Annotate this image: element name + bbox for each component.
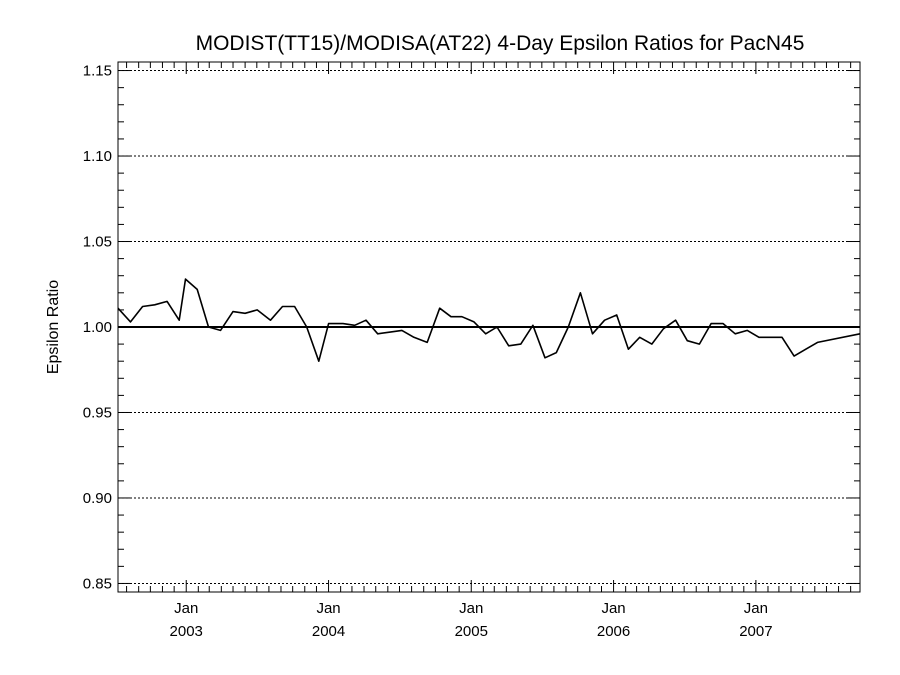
y-tick-label: 1.00 (83, 319, 112, 336)
x-tick-month-label: Jan (744, 600, 768, 617)
series-line (117, 278, 861, 363)
x-tick-year-label: 2003 (170, 623, 203, 640)
plot-frame (117, 61, 861, 593)
y-tick-label: 0.90 (83, 490, 112, 507)
x-tick-year-label: 2005 (455, 623, 488, 640)
x-tick-month-label: Jan (459, 600, 483, 617)
x-tick-year-label: 2007 (739, 623, 772, 640)
x-tick-year-label: 2004 (312, 623, 345, 640)
y-tick-label: 0.95 (83, 404, 112, 421)
x-tick-month-label: Jan (601, 600, 625, 617)
x-tick-labels: Jan 2003 Jan 2004 Jan 2005 Jan 2006 Jan 2007 (170, 600, 773, 640)
x-tick-month-label: Jan (316, 600, 340, 617)
y-axis-label: Epsilon Ratio (45, 280, 62, 374)
x-tick-year-label: 2006 (597, 623, 630, 640)
y-tick-label: 1.10 (83, 148, 112, 165)
y-tick-labels: 0.85 0.90 0.95 1.00 1.05 1.10 1.15 (83, 63, 112, 593)
y-tick-label: 1.05 (83, 234, 112, 251)
chart-title: MODIST(TT15)/MODISA(AT22) 4-Day Epsilon … (196, 32, 805, 55)
y-tick-label: 0.85 (83, 575, 112, 592)
y-tick-label: 1.15 (83, 63, 112, 80)
series-group (117, 278, 861, 363)
x-tick-month-label: Jan (174, 600, 198, 617)
tick-marks (118, 62, 860, 592)
